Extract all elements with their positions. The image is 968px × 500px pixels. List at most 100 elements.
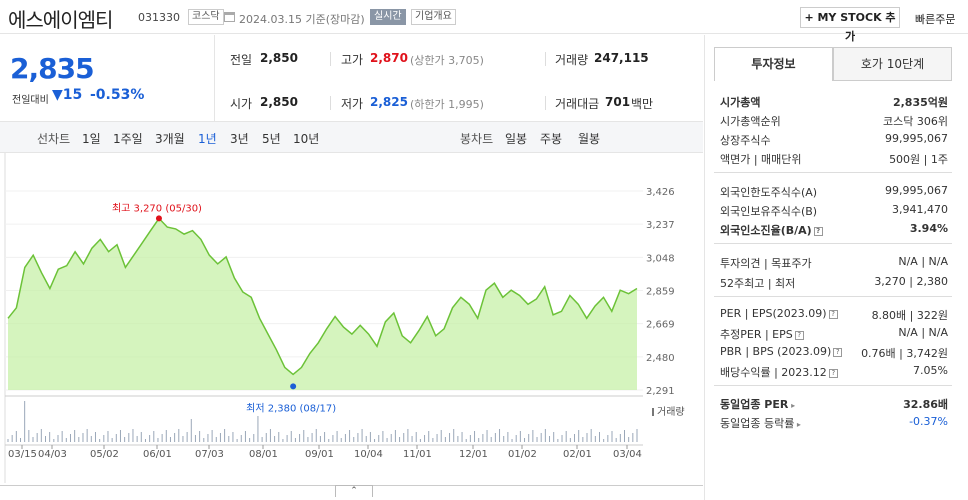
est-per-label: 추정PER | EPS [720, 328, 793, 341]
info-icon[interactable]: ? [828, 310, 838, 319]
tab-order-book[interactable]: 호가 10단계 [833, 47, 952, 81]
industry-rate-label: 동일업종 등락률 [720, 417, 795, 430]
market-cap-value: 2,835억원 [892, 96, 948, 109]
y-tick-label: 3,426 [646, 187, 675, 198]
divider [714, 172, 952, 173]
industry-per-row[interactable]: 동일업종 PER ▸ [720, 396, 795, 412]
high-annotation: 최고 3,270 (05/30) [112, 202, 202, 214]
tab-weekly[interactable]: 주봉 [540, 132, 563, 146]
prev-compare-label: 전일대비 [12, 95, 49, 106]
price-change: ▼15 [52, 87, 83, 103]
y-tick-label: 2,291 [646, 386, 675, 397]
divider [714, 385, 952, 386]
x-tick-label: 12/01 [459, 449, 488, 460]
52week-label: 52주최고 | 최저 [720, 277, 796, 290]
industry-rate-row[interactable]: 동일업종 등락률 ▸ [720, 415, 801, 431]
volume-value: 247,115 [594, 51, 649, 65]
y-tick-label: 3,048 [646, 253, 675, 264]
est-per-value: N/A | N/A [898, 326, 948, 339]
low-marker [290, 383, 297, 390]
add-mystock-button[interactable]: + MY STOCK 추가 [800, 7, 900, 43]
y-tick-label: 2,859 [646, 287, 675, 298]
cap-rank-label: 시가총액순위 [720, 115, 781, 128]
industry-per-label: 동일업종 PER [720, 398, 789, 411]
high-marker [155, 215, 162, 222]
est-per-row: 추정PER | EPS? [720, 326, 804, 342]
pbr-label: PBR | BPS (2023.09) [720, 345, 832, 358]
opinion-value: N/A | N/A [898, 255, 948, 268]
company-overview-button[interactable]: 기업개요 [411, 9, 456, 25]
prev-close-value: 2,850 [260, 51, 298, 65]
52week-value: 3,270 | 2,380 [874, 275, 948, 288]
tab-1y[interactable]: 1년 [198, 132, 217, 146]
info-icon[interactable]: ? [813, 227, 823, 236]
foreign-limit-value: 99,995,067 [885, 184, 948, 197]
x-tick-label: 05/02 [90, 449, 119, 460]
tab-10y[interactable]: 10년 [293, 132, 320, 146]
x-tick-label: 04/03 [38, 449, 67, 460]
cap-rank-value: 코스닥 306위 [883, 115, 948, 128]
pbr-value: 0.76배 | 3,742원 [861, 347, 948, 360]
stock-code: 031330 [138, 11, 180, 24]
price-change-percent: -0.53% [90, 87, 145, 103]
market-cap-label: 시가총액 [720, 96, 761, 109]
x-tick-label: 09/01 [305, 449, 334, 460]
tab-3m[interactable]: 3개월 [155, 132, 185, 146]
x-tick-label: 03/15 [8, 449, 37, 460]
pbr-row: PBR | BPS (2023.09)? [720, 345, 843, 358]
shares-label: 상장주식수 [720, 134, 771, 147]
tab-1d[interactable]: 1일 [82, 132, 101, 146]
tab-investment-info[interactable]: 투자정보 [714, 47, 833, 81]
upper-limit: (상한가 3,705) [410, 54, 484, 67]
divider [545, 96, 546, 110]
info-icon[interactable]: ? [794, 331, 804, 340]
x-tick-label: 06/01 [143, 449, 172, 460]
low-label: 저가 [341, 97, 364, 111]
tab-5y[interactable]: 5년 [262, 132, 281, 146]
foreign-hold-label: 외국인보유주식수(B) [720, 205, 818, 218]
y-tick-label: 2,480 [646, 353, 675, 364]
opinion-label: 투자의견 | 목표주가 [720, 257, 812, 270]
candle-chart-label: 봉차트 [460, 132, 494, 146]
realtime-badge[interactable]: 실시간 [370, 9, 406, 25]
industry-rate-value: -0.37% [909, 415, 948, 428]
collapse-chevron-icon[interactable]: ⌃ [335, 485, 373, 497]
price-area [8, 218, 637, 390]
shares-value: 99,995,067 [885, 132, 948, 145]
divider [714, 243, 952, 244]
fast-order-button[interactable]: 빠른주문 [915, 13, 956, 26]
par-value: 500원 | 1주 [889, 153, 948, 166]
prev-close-label: 전일 [230, 53, 253, 67]
current-price: 2,835 [10, 52, 95, 85]
arrow-right-icon: ▸ [794, 420, 801, 429]
amount-unit: 백만 [631, 97, 654, 111]
investment-info-panel [704, 35, 968, 500]
base-date: 2024.03.15 기준(장마감) [239, 13, 365, 26]
tab-daily[interactable]: 일봉 [505, 132, 528, 146]
per-value: 8.80배 | 322원 [871, 309, 948, 322]
divider [714, 296, 952, 297]
x-tick-label: 02/01 [563, 449, 592, 460]
foreign-ratio-label: 외국인소진율(B/A) [720, 224, 812, 237]
x-tick-label: 01/02 [508, 449, 537, 460]
volume-legend-swatch [652, 408, 654, 416]
per-label: PER | EPS(2023.09) [720, 307, 827, 320]
low-value: 2,825 [370, 95, 408, 109]
market-badge: 코스닥 [188, 9, 224, 25]
info-icon[interactable]: ? [828, 369, 838, 378]
tab-3y[interactable]: 3년 [230, 132, 249, 146]
info-icon[interactable]: ? [833, 348, 843, 357]
dividend-row: 배당수익률 | 2023.12? [720, 364, 838, 380]
tab-monthly[interactable]: 월봉 [578, 132, 601, 146]
high-label: 고가 [341, 53, 364, 67]
lower-limit: (하한가 1,995) [410, 98, 484, 111]
amount-value: 701 [605, 95, 631, 109]
tab-1w[interactable]: 1주일 [113, 132, 143, 146]
stock-name: 에스에이엠티 [8, 8, 113, 32]
chart-tabs-bar [0, 121, 703, 153]
price-chart[interactable]: 3,426 3,237 3,048 2,859 2,669 2,480 2,291 03/1… [0, 153, 703, 485]
dividend-value: 7.05% [913, 364, 948, 377]
x-tick-label: 10/04 [354, 449, 383, 460]
line-chart-label: 선차트 [37, 132, 71, 146]
y-tick-label: 3,237 [646, 220, 675, 231]
